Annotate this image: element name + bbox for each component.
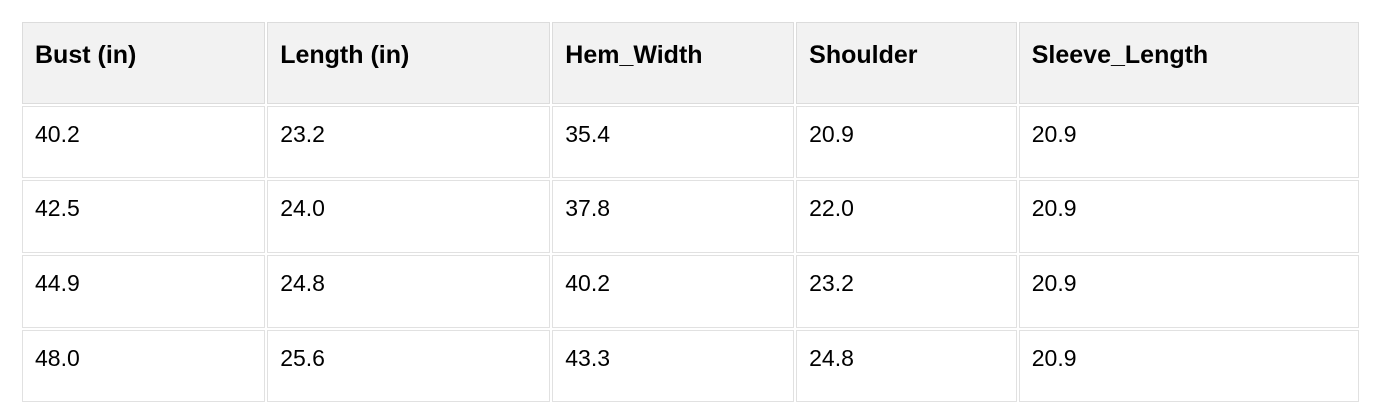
table-row: 40.2 23.2 35.4 20.9 20.9 <box>22 105 1359 179</box>
table-cell: 35.4 <box>552 105 795 179</box>
column-header-bust-in: Bust (in) <box>22 22 266 104</box>
table-cell: 42.5 <box>22 180 266 253</box>
column-header-length-in: Length (in) <box>267 22 551 104</box>
header-row: Bust (in) Length (in) Hem_Width Shoulder Sle… <box>22 22 1359 104</box>
column-header-shoulder: Shoulder <box>796 22 1017 104</box>
table-cell: 24.0 <box>267 180 551 253</box>
table-cell: 44.9 <box>22 254 266 328</box>
table-cell: 25.6 <box>267 329 551 403</box>
table-cell: 20.9 <box>1018 180 1359 253</box>
table-cell: 20.9 <box>1018 105 1359 179</box>
table-header: Bust (in) Length (in) Hem_Width Shoulder Sle… <box>22 22 1359 104</box>
table-row: 48.0 25.6 43.3 24.8 20.9 <box>22 329 1359 403</box>
column-header-sleeve-length: Sleeve_Length <box>1018 22 1359 104</box>
table-cell: 43.3 <box>552 329 795 403</box>
table-cell: 23.2 <box>796 254 1017 328</box>
table-cell: 22.0 <box>796 180 1017 253</box>
table-cell: 24.8 <box>796 329 1017 403</box>
table-row: 44.9 24.8 40.2 23.2 20.9 <box>22 254 1359 328</box>
table-cell: 20.9 <box>1018 254 1359 328</box>
table-cell: 48.0 <box>22 329 266 403</box>
table-cell: 40.2 <box>22 105 266 179</box>
table-body: 40.2 23.2 35.4 20.9 20.9 42.5 24.0 37.8 22.0 20.9… <box>22 105 1359 403</box>
table-cell: 40.2 <box>552 254 795 328</box>
size-chart-table: Bust (in) Length (in) Hem_Width Shoulder Sle… <box>20 20 1361 404</box>
table-cell: 20.9 <box>796 105 1017 179</box>
table-cell: 23.2 <box>267 105 551 179</box>
table-row: 42.5 24.0 37.8 22.0 20.9 <box>22 180 1359 253</box>
table-cell: 37.8 <box>552 180 795 253</box>
column-header-hem-width: Hem_Width <box>552 22 795 104</box>
table-cell: 24.8 <box>267 254 551 328</box>
table-cell: 20.9 <box>1018 329 1359 403</box>
